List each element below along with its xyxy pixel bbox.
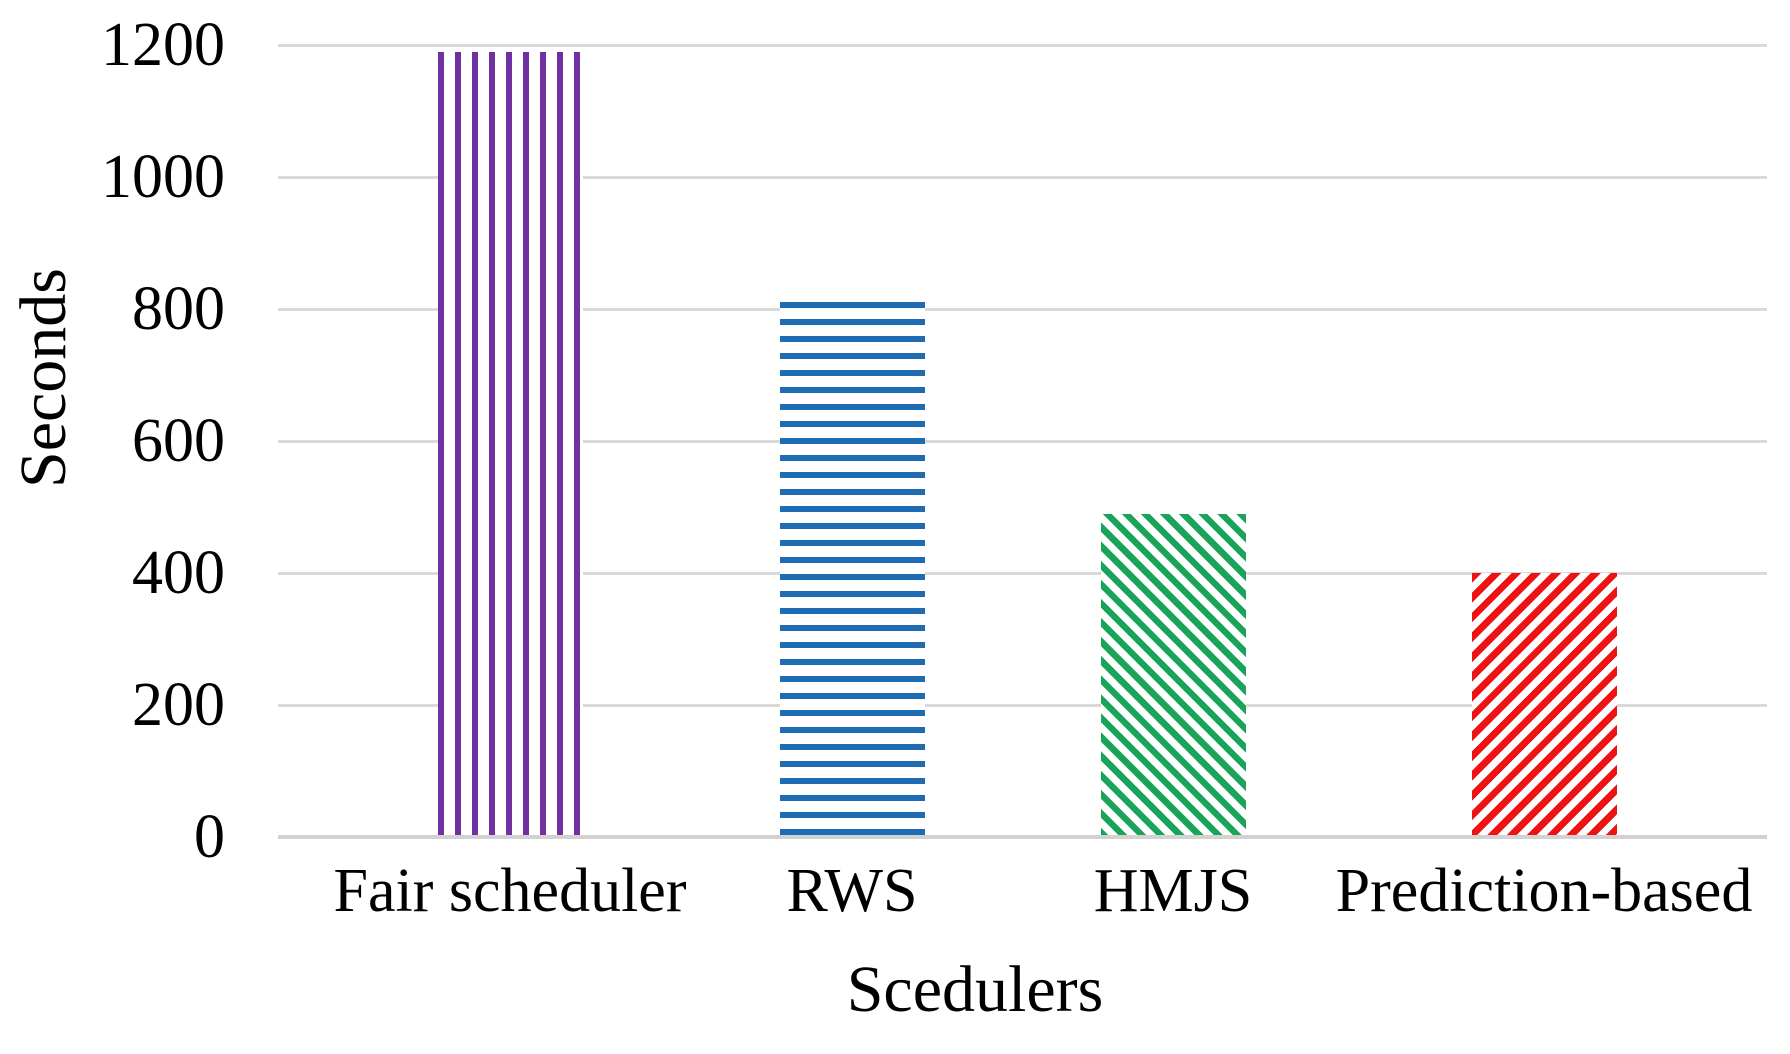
bar-rws: [779, 302, 925, 837]
gridline-y-1000: [278, 175, 1767, 179]
x-tick-label-fair-scheduler: Fair scheduler: [333, 857, 687, 925]
gridline-y-600: [278, 439, 1767, 443]
y-tick-label-400: 400: [132, 539, 225, 607]
x-axis-title: Scedulers: [846, 953, 1104, 1026]
x-axis-baseline: [278, 834, 1767, 839]
gridline-y-1200: [278, 43, 1767, 47]
bar-fair-scheduler: [437, 51, 583, 837]
y-tick-label-0: 0: [194, 803, 225, 871]
bar-hmjs: [1100, 513, 1246, 837]
y-tick-label-200: 200: [132, 671, 225, 739]
bar-prediction-based: [1471, 573, 1617, 837]
y-tick-label-1000: 1000: [101, 143, 225, 211]
plot-area: [278, 43, 1767, 839]
gridline-y-800: [278, 307, 1767, 311]
gridline-y-400: [278, 571, 1767, 575]
gridline-y-200: [278, 703, 1767, 707]
y-tick-label-1200: 1200: [101, 11, 225, 79]
x-tick-label-hmjs: HMJS: [1093, 857, 1253, 925]
x-tick-label-rws: RWS: [786, 857, 918, 925]
y-tick-label-600: 600: [132, 407, 225, 475]
x-tick-label-prediction-based: Prediction-based: [1335, 857, 1753, 925]
y-tick-label-800: 800: [132, 275, 225, 343]
